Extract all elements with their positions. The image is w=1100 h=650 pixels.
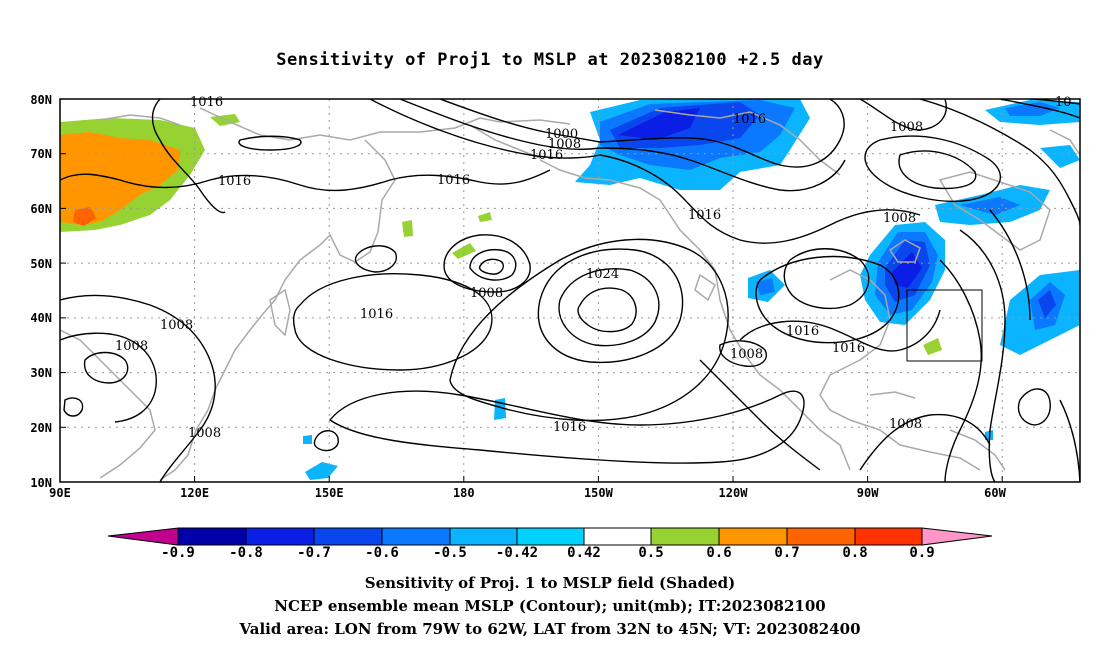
colorbar-label: 0.5 <box>638 545 663 561</box>
contour-label: 1016 <box>437 173 470 188</box>
shade-blue-northatl <box>1005 102 1060 116</box>
colorbar-label: -0.8 <box>229 545 263 561</box>
lon-label: 150E <box>315 486 344 500</box>
contour-label: 1016 <box>832 341 865 356</box>
colorbar-swatch <box>650 527 720 546</box>
shade-orange-siberia <box>60 132 180 225</box>
contour-label: 1024 <box>586 267 619 282</box>
colorbar: -0.9 -0.8 -0.7 -0.6 -0.5 -0.42 0.42 0.5 … <box>107 527 993 561</box>
colorbar-high-arrow <box>921 527 993 546</box>
lon-label: 150W <box>584 486 614 500</box>
caption-line-1: Sensitivity of Proj. 1 to MSLP field (Sh… <box>364 574 736 592</box>
shade-green-small <box>923 338 942 355</box>
contour-label: 1016 <box>688 208 721 223</box>
contour-label: 1008 <box>188 426 221 441</box>
shade-blue-midatl <box>1038 290 1056 318</box>
contour-label: 1016 <box>190 95 223 110</box>
lat-label: 10N <box>30 476 52 490</box>
contour-label: 1016 <box>530 148 563 163</box>
lon-label: 90W <box>857 486 879 500</box>
colorbar-swatch <box>583 527 652 546</box>
coastlines <box>60 107 1080 481</box>
shade-blue-greatlakes <box>756 278 775 295</box>
lat-label: 20N <box>30 421 52 435</box>
colorbar-swatch <box>449 527 518 546</box>
colorbar-swatch <box>516 527 585 546</box>
caption-line-2: NCEP ensemble mean MSLP (Contour); unit(… <box>274 597 826 615</box>
shade-blue-eastcoast <box>892 252 922 288</box>
contour-label: 1008 <box>890 120 923 135</box>
contour-label: 1000 <box>545 127 578 142</box>
contour-label: 1008 <box>889 417 922 432</box>
plot-frame <box>59 98 1081 483</box>
lon-label: 90E <box>49 486 71 500</box>
colorbar-swatch <box>854 527 923 546</box>
contour-label: 1008 <box>160 318 193 333</box>
map-title: Sensitivity of Proj1 to MSLP at 20230821… <box>276 50 824 70</box>
colorbar-label: 0.6 <box>706 545 731 561</box>
lat-label: 80N <box>30 93 52 107</box>
shade-blue-small <box>303 435 312 444</box>
contour-label: 1008 <box>730 347 763 362</box>
colorbar-label: 0.42 <box>567 545 601 561</box>
contour-label: 1008 <box>115 339 148 354</box>
longitude-labels: 90E 120E 150E 180 150W 120W 90W 60W <box>49 486 1006 500</box>
colorbar-label: 0.8 <box>842 545 867 561</box>
mslp-contours <box>60 99 1080 482</box>
contour-label: 1016 <box>553 420 586 435</box>
lat-label: 70N <box>30 147 52 161</box>
sensitivity-shading <box>60 99 1080 480</box>
shade-blue-small <box>305 462 338 480</box>
contour-label: 1016 <box>360 307 393 322</box>
colorbar-label: 0.9 <box>909 545 934 561</box>
contour-label: 1016 <box>733 112 766 127</box>
lat-label: 30N <box>30 366 52 380</box>
lon-label: 120W <box>719 486 749 500</box>
tick-marks <box>60 98 1003 482</box>
colorbar-swatch <box>718 527 788 546</box>
lat-label: 50N <box>30 257 52 271</box>
colorbar-swatch <box>313 527 383 546</box>
colorbar-label: -0.42 <box>496 545 538 561</box>
colorbar-label: -0.7 <box>297 545 331 561</box>
contour-labels: 1016 1000 1008 1016 1016 1016 1016 1024 … <box>115 95 1072 441</box>
shade-green-small <box>478 212 492 222</box>
shade-green-small <box>452 243 476 259</box>
lon-label: 60W <box>984 486 1006 500</box>
contour-label: 1016 <box>218 174 251 189</box>
shade-blue-arctic <box>618 108 700 140</box>
lat-lon-grid <box>60 99 1080 482</box>
lat-label: 60N <box>30 202 52 216</box>
contour-label: 10 <box>1055 95 1072 110</box>
shade-blue-northatl <box>1040 145 1080 168</box>
shade-red-siberia <box>73 207 96 226</box>
latitude-labels: 80N 70N 60N 50N 40N 30N 20N 10N <box>30 93 52 490</box>
contour-label: 1016 <box>786 324 819 339</box>
colorbar-label: -0.5 <box>433 545 467 561</box>
contour-label: 1008 <box>548 137 581 152</box>
contour-label: 1008 <box>470 286 503 301</box>
contour-label: 1008 <box>883 211 916 226</box>
lon-label: 120E <box>180 486 209 500</box>
colorbar-low-arrow <box>107 527 179 546</box>
colorbar-swatch <box>177 527 247 546</box>
shade-green-small <box>402 220 413 237</box>
colorbar-label: 0.7 <box>774 545 799 561</box>
caption-line-3: Valid area: LON from 79W to 62W, LAT fro… <box>239 620 861 638</box>
lon-label: 180 <box>453 486 475 500</box>
lat-label: 40N <box>30 311 52 325</box>
colorbar-swatch <box>786 527 856 546</box>
colorbar-swatch <box>381 527 451 546</box>
valid-area-box <box>906 289 983 362</box>
colorbar-label: -0.6 <box>365 545 399 561</box>
colorbar-label: -0.9 <box>161 545 195 561</box>
colorbar-swatch <box>245 527 315 546</box>
shade-blue-greenland <box>960 197 1020 215</box>
